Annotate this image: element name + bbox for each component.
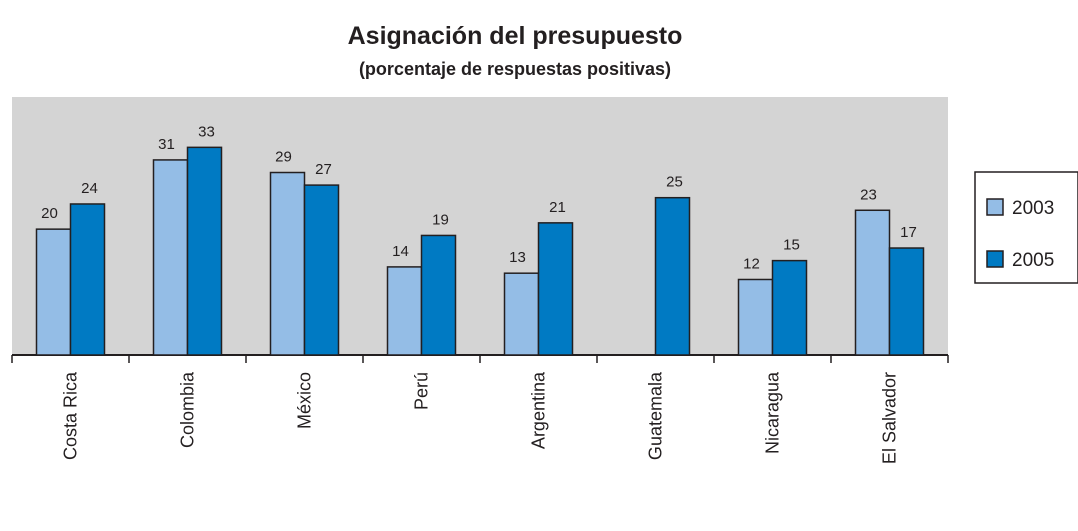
x-tick-label: Nicaragua bbox=[763, 371, 783, 454]
legend-label: 2005 bbox=[1012, 250, 1054, 271]
data-label: 15 bbox=[783, 237, 800, 254]
legend-swatch bbox=[986, 198, 1004, 216]
data-label: 13 bbox=[509, 249, 526, 266]
bar bbox=[386, 266, 423, 356]
data-label: 25 bbox=[666, 174, 683, 191]
plot-area bbox=[12, 97, 948, 355]
x-tick-label: Colombia bbox=[178, 371, 198, 448]
bar bbox=[69, 203, 106, 356]
data-label: 31 bbox=[158, 136, 175, 153]
x-tick-label: Guatemala bbox=[646, 371, 666, 460]
bar bbox=[854, 209, 891, 356]
data-label: 19 bbox=[432, 211, 449, 228]
data-label: 20 bbox=[41, 205, 58, 222]
bar bbox=[771, 259, 808, 356]
x-tick-label: El Salvador bbox=[880, 372, 900, 464]
bar bbox=[537, 222, 574, 356]
data-label: 29 bbox=[275, 149, 292, 166]
bar bbox=[35, 228, 72, 356]
x-tick-label: Costa Rica bbox=[61, 371, 81, 460]
bar bbox=[186, 146, 223, 356]
data-label: 21 bbox=[549, 199, 566, 216]
bar bbox=[737, 278, 774, 356]
legend-swatch bbox=[986, 250, 1004, 268]
data-label: 24 bbox=[81, 180, 98, 197]
x-tick-label: Perú bbox=[412, 372, 432, 410]
data-label: 27 bbox=[315, 161, 332, 178]
bar bbox=[152, 159, 189, 356]
x-tick-label: México bbox=[295, 372, 315, 429]
data-label: 12 bbox=[743, 255, 760, 272]
bar bbox=[420, 234, 457, 356]
bar bbox=[303, 184, 340, 356]
x-tick-label: Argentina bbox=[529, 371, 549, 449]
bar bbox=[888, 247, 925, 356]
data-label: 14 bbox=[392, 243, 409, 260]
chart-title: Asignación del presupuesto bbox=[348, 22, 683, 50]
bar bbox=[503, 272, 540, 356]
data-label: 23 bbox=[860, 186, 877, 203]
bar bbox=[269, 171, 306, 356]
chart-subtitle: (porcentaje de respuestas positivas) bbox=[359, 59, 671, 79]
data-label: 17 bbox=[900, 224, 917, 241]
data-label: 33 bbox=[198, 123, 215, 140]
legend-label: 2003 bbox=[1012, 198, 1054, 219]
bar bbox=[654, 196, 691, 356]
